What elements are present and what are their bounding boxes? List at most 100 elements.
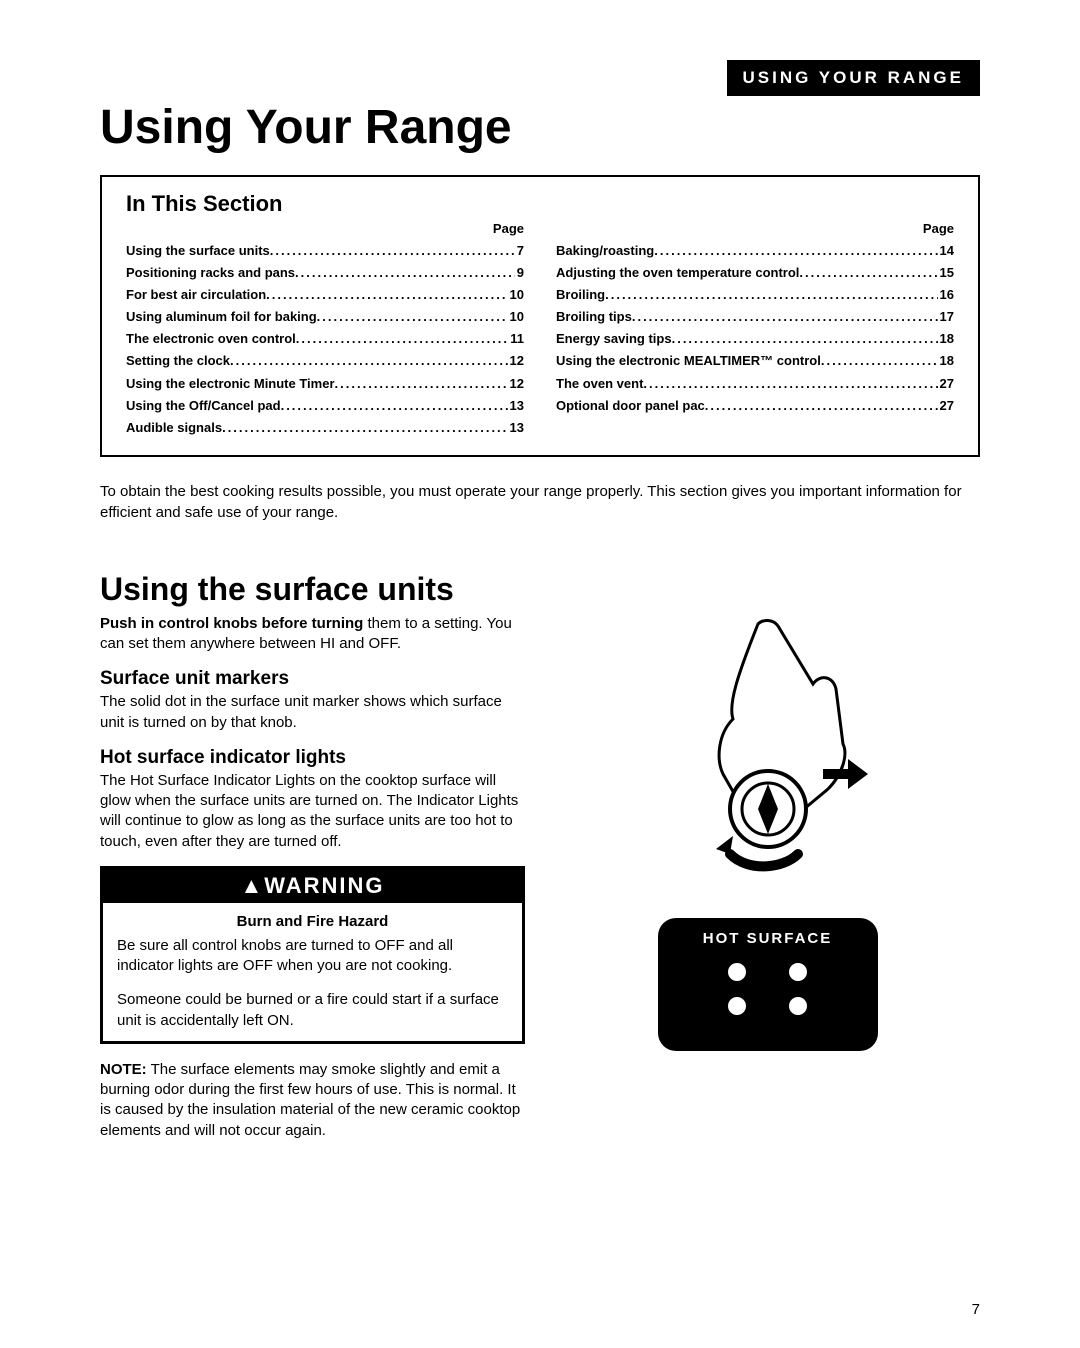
paragraph: The Hot Surface Indicator Lights on the … <box>100 771 525 852</box>
knob-illustration <box>638 614 898 894</box>
toc-leader-dots <box>317 306 508 328</box>
warning-paragraph: Be sure all control knobs are turned to … <box>117 936 508 977</box>
toc-item-page: 27 <box>938 373 954 395</box>
toc-row: For best air circulation 10 <box>126 284 524 306</box>
toc-row: Positioning racks and pans 9 <box>126 262 524 284</box>
toc-leader-dots <box>230 350 508 372</box>
header-banner: USING YOUR RANGE <box>727 60 981 96</box>
toc-leader-dots <box>821 350 938 372</box>
subheading-hot-surface: Hot surface indicator lights <box>100 747 525 769</box>
page-title: Using Your Range <box>100 100 980 155</box>
toc-leader-dots <box>672 328 938 350</box>
indicator-dot <box>789 963 807 981</box>
toc-item-page: 12 <box>508 350 524 372</box>
toc-right-column: Page Baking/roasting 14Adjusting the oven… <box>556 221 954 439</box>
toc-item-label: Using the electronic Minute Timer <box>126 373 335 395</box>
toc-item-page: 18 <box>938 350 954 372</box>
toc-item-page: 10 <box>508 284 524 306</box>
toc-row: Setting the clock 12 <box>126 350 524 372</box>
toc-item-page: 13 <box>508 417 524 439</box>
toc-row: Using the Off/Cancel pad 13 <box>126 395 524 417</box>
toc-item-page: 7 <box>515 240 524 262</box>
toc-item-page: 17 <box>938 306 954 328</box>
warning-header: ▲WARNING <box>103 869 522 903</box>
note-label: NOTE: <box>100 1061 147 1078</box>
toc-item-page: 9 <box>515 262 524 284</box>
toc-item-page: 13 <box>508 395 524 417</box>
toc-item-label: Energy saving tips <box>556 328 672 350</box>
page-number: 7 <box>972 1301 980 1318</box>
toc-item-label: The oven vent <box>556 373 643 395</box>
toc-row: Using the surface units 7 <box>126 240 524 262</box>
toc-row: The oven vent 27 <box>556 373 954 395</box>
toc-row: Energy saving tips 18 <box>556 328 954 350</box>
bold-text: Push in control knobs before turning <box>100 615 363 632</box>
toc-item-page: 10 <box>508 306 524 328</box>
toc-leader-dots <box>654 240 937 262</box>
paragraph: Push in control knobs before turning the… <box>100 614 525 655</box>
toc-item-page: 16 <box>938 284 954 306</box>
toc-row: Using aluminum foil for baking 10 <box>126 306 524 328</box>
toc-item-page: 14 <box>938 240 954 262</box>
toc-leader-dots <box>705 395 938 417</box>
toc-leader-dots <box>281 395 508 417</box>
note-text: The surface elements may smoke slightly … <box>100 1061 520 1139</box>
toc-item-label: Using the surface units <box>126 240 270 262</box>
warning-paragraph: Someone could be burned or a fire could … <box>117 990 508 1031</box>
intro-paragraph: To obtain the best cooking results possi… <box>100 481 980 523</box>
hot-surface-label: HOT SURFACE <box>658 930 878 947</box>
toc-leader-dots <box>643 373 937 395</box>
toc-item-label: Using the electronic MEALTIMER™ control <box>556 350 821 372</box>
left-column: Push in control knobs before turning the… <box>100 614 525 1155</box>
toc-leader-dots <box>605 284 937 306</box>
indicator-dot <box>728 963 746 981</box>
indicator-dot <box>789 997 807 1015</box>
toc-row: Audible signals 13 <box>126 417 524 439</box>
warning-subtitle: Burn and Fire Hazard <box>117 913 508 930</box>
paragraph: The solid dot in the surface unit marker… <box>100 692 525 733</box>
subheading-surface-markers: Surface unit markers <box>100 668 525 690</box>
toc-left-column: Page Using the surface units7Positioning… <box>126 221 524 439</box>
hot-surface-panel: HOT SURFACE <box>658 918 878 1051</box>
toc-leader-dots <box>295 262 515 284</box>
toc-item-label: Setting the clock <box>126 350 230 372</box>
toc-heading: In This Section <box>126 191 282 217</box>
toc-row: Broiling 16 <box>556 284 954 306</box>
toc-item-label: Broiling <box>556 284 605 306</box>
section-title: Using the surface units <box>100 571 980 608</box>
toc-leader-dots <box>799 262 937 284</box>
toc-item-label: Optional door panel pac <box>556 395 705 417</box>
toc-row: Broiling tips 17 <box>556 306 954 328</box>
toc-item-label: Positioning racks and pans <box>126 262 295 284</box>
toc-row: The electronic oven control 11 <box>126 328 524 350</box>
note-paragraph: NOTE: The surface elements may smoke sli… <box>100 1060 525 1141</box>
toc-item-label: Using the Off/Cancel pad <box>126 395 281 417</box>
toc-item-page: 27 <box>938 395 954 417</box>
toc-item-label: Baking/roasting <box>556 240 654 262</box>
right-column: HOT SURFACE <box>555 614 980 1155</box>
toc-leader-dots <box>632 306 938 328</box>
table-of-contents: In This Section Page Using the surface u… <box>100 175 980 457</box>
toc-item-label: For best air circulation <box>126 284 266 306</box>
toc-row: Adjusting the oven temperature control15 <box>556 262 954 284</box>
toc-leader-dots <box>222 417 507 439</box>
toc-row: Optional door panel pac 27 <box>556 395 954 417</box>
toc-row: Using the electronic Minute Timer 12 <box>126 373 524 395</box>
toc-item-page: 11 <box>508 328 524 350</box>
toc-item-page: 15 <box>938 262 954 284</box>
toc-row: Baking/roasting 14 <box>556 240 954 262</box>
toc-page-label: Page <box>556 221 954 236</box>
toc-item-page: 18 <box>938 328 954 350</box>
toc-leader-dots <box>296 328 508 350</box>
toc-item-label: The electronic oven control <box>126 328 296 350</box>
toc-item-page: 12 <box>508 373 524 395</box>
toc-leader-dots <box>270 240 515 262</box>
indicator-dot <box>728 997 746 1015</box>
toc-item-label: Broiling tips <box>556 306 632 328</box>
toc-item-label: Using aluminum foil for baking <box>126 306 317 328</box>
warning-box: ▲WARNING Burn and Fire Hazard Be sure al… <box>100 866 525 1044</box>
toc-leader-dots <box>266 284 507 306</box>
toc-row: Using the electronic MEALTIMER™ control 1… <box>556 350 954 372</box>
toc-item-label: Audible signals <box>126 417 222 439</box>
toc-page-label: Page <box>126 221 524 236</box>
